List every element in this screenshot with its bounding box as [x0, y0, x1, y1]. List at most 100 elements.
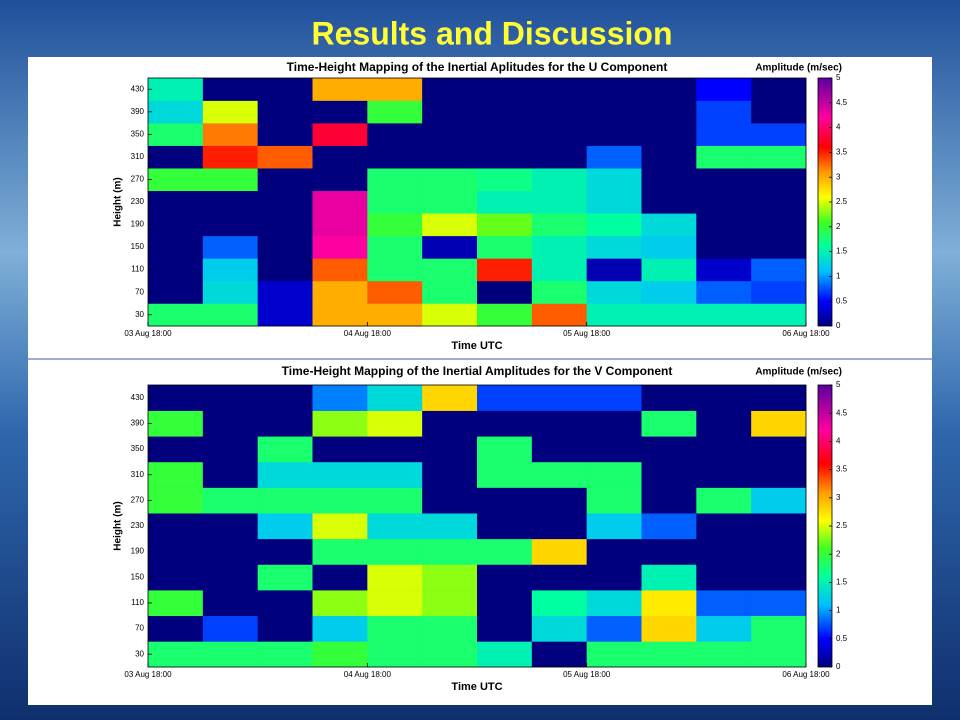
y-tick-label: 430: [131, 393, 145, 402]
heatmap-cell: [477, 235, 533, 259]
heatmap-cell: [531, 436, 587, 463]
x-tick-label: 04 Aug 18:00: [344, 329, 392, 338]
heatmap-cell: [312, 410, 368, 437]
heatmap-cell: [696, 145, 752, 169]
heatmap-cell: [531, 461, 587, 488]
heatmap-cell: [477, 461, 533, 488]
heatmap-cell: [477, 564, 533, 591]
y-tick-label: 150: [131, 572, 145, 581]
heatmap-cell: [751, 145, 807, 169]
heatmap-cell: [477, 303, 533, 327]
colorbar-tick-label: 3: [836, 172, 841, 181]
heatmap-cell: [531, 235, 587, 259]
heatmap-cell: [257, 303, 313, 327]
heatmap-cell: [586, 564, 642, 591]
heatmap-cell: [422, 100, 478, 124]
heatmap-cell: [641, 145, 697, 169]
heatmap-cell: [148, 235, 204, 259]
heatmap-cell: [641, 303, 697, 327]
heatmap-cell: [422, 168, 478, 192]
heatmap-cell: [696, 538, 752, 565]
heatmap-cell: [202, 123, 258, 146]
heatmap-cell: [422, 615, 478, 642]
heatmap-cell: [312, 123, 368, 146]
heatmap-cell: [312, 303, 368, 327]
heatmap-cell: [751, 410, 807, 437]
heatmap-cell: [257, 123, 313, 146]
heatmap-cell: [422, 190, 478, 214]
x-tick-label: 04 Aug 18:00: [344, 670, 392, 679]
heatmap-cell: [477, 590, 533, 617]
heatmap-cell: [531, 564, 587, 591]
heatmap-cell: [586, 538, 642, 565]
heatmap-cell: [148, 213, 204, 237]
heatmap-cell: [312, 100, 368, 124]
heatmap-cell: [367, 145, 423, 169]
heatmap-cell: [367, 78, 423, 101]
heatmap-cell: [641, 385, 697, 411]
heatmap-cell: [696, 513, 752, 540]
y-tick-label: 270: [131, 175, 145, 184]
heatmap-cell: [641, 190, 697, 214]
colorbar-tick-label: 2.5: [836, 197, 848, 206]
heatmap-cell: [586, 303, 642, 327]
heatmap-cell: [586, 280, 642, 304]
heatmap-cell: [367, 303, 423, 327]
heatmap-cell: [312, 487, 368, 514]
heatmap-cell: [586, 615, 642, 642]
heatmap-cell: [751, 213, 807, 237]
heatmap-cell: [367, 258, 423, 282]
heatmap-cell: [751, 235, 807, 259]
y-tick-label: 190: [131, 547, 145, 556]
heatmap-cell: [477, 385, 533, 411]
heatmap-cell: [367, 590, 423, 617]
heatmap-cell: [751, 78, 807, 101]
heatmap-cell: [148, 100, 204, 124]
heatmap-cell: [257, 280, 313, 304]
colorbar-tick-label: 0: [836, 662, 841, 671]
heatmap-cell: [696, 213, 752, 237]
heatmap-cell: [751, 641, 807, 668]
heatmap-cell: [422, 385, 478, 411]
heatmap-cell: [586, 168, 642, 192]
y-axis-label: Height (m): [113, 501, 124, 550]
heatmap-cell: [531, 487, 587, 514]
x-tick-label: 05 Aug 18:00: [563, 329, 611, 338]
heatmap-cell: [148, 641, 204, 668]
heatmap-cell: [202, 513, 258, 540]
heatmap-cell: [477, 123, 533, 146]
heatmap-cell: [751, 461, 807, 488]
y-tick-label: 390: [131, 419, 145, 428]
heatmap-cell: [751, 280, 807, 304]
heatmap-cell: [257, 641, 313, 668]
heatmap-cell: [148, 564, 204, 591]
y-tick-label: 390: [131, 107, 145, 116]
heatmap-cell: [312, 213, 368, 237]
x-axis-label: Time UTC: [451, 681, 502, 693]
heatmap-cell: [202, 641, 258, 668]
heatmap-cell: [477, 641, 533, 668]
heatmap-cell: [257, 513, 313, 540]
colorbar-tick-label: 0.5: [836, 634, 848, 643]
heatmap-cell: [148, 487, 204, 514]
heatmap-cell: [367, 641, 423, 668]
x-tick-label: 06 Aug 18:00: [782, 670, 830, 679]
colorbar-tick-label: 5: [836, 73, 841, 82]
heatmap-cell: [257, 213, 313, 237]
heatmap-cell: [367, 538, 423, 565]
heatmap-cell: [422, 410, 478, 437]
heatmap-cell: [586, 123, 642, 146]
heatmap-cell: [257, 258, 313, 282]
heatmap-cell: [312, 145, 368, 169]
heatmap-cell: [641, 538, 697, 565]
heatmap-cell: [696, 641, 752, 668]
y-tick-label: 310: [131, 470, 145, 479]
x-tick-label: 03 Aug 18:00: [124, 670, 172, 679]
heatmap-cell: [696, 487, 752, 514]
heatmap-cell: [696, 461, 752, 488]
colorbar-tick-label: 2: [836, 549, 841, 558]
heatmap-cell: [641, 436, 697, 463]
heatmap-cell: [477, 538, 533, 565]
heatmap-cell: [257, 410, 313, 437]
